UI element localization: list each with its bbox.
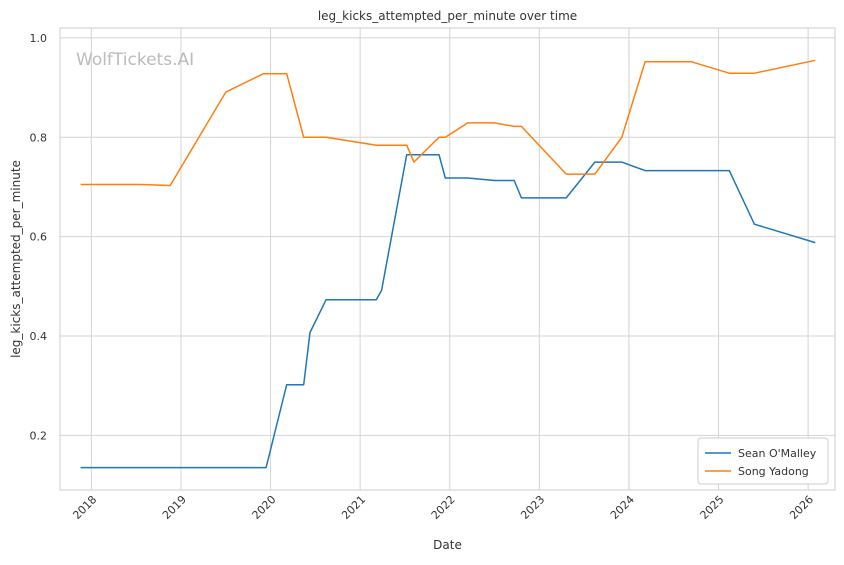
x-tick-label: 2023: [518, 493, 547, 522]
y-tick-label: 0.4: [30, 330, 48, 343]
x-tick-label: 2022: [429, 493, 458, 522]
y-tick-label: 0.8: [30, 131, 48, 144]
watermark-text: WolfTickets.AI: [76, 50, 194, 70]
x-tick-label: 2018: [70, 493, 99, 522]
plot-area: [59, 27, 836, 491]
legend: Sean O'Malley Song Yadong: [697, 437, 829, 485]
y-tick-label: 0.2: [30, 429, 48, 442]
chart-title: leg_kicks_attempted_per_minute over time: [318, 9, 577, 23]
x-tick-label: 2026: [787, 493, 816, 522]
legend-label-sean-omalley: Sean O'Malley: [738, 447, 817, 460]
grid-lines: [60, 28, 835, 490]
y-axis-title: leg_kicks_attempted_per_minute: [9, 160, 23, 358]
x-tick-label: 2024: [608, 493, 637, 522]
x-axis-ticks: 2018 2019 2020 2021 2022 2023 2024 2025 2026: [70, 493, 816, 522]
x-tick-label: 2019: [160, 493, 189, 522]
x-tick-label: 2021: [339, 493, 368, 522]
series-line-0: [80, 153, 816, 469]
y-axis-ticks: 0.2 0.4 0.6 0.8 1.0: [30, 32, 48, 442]
series-lines: [80, 59, 816, 469]
y-tick-label: 1.0: [30, 32, 48, 45]
x-tick-label: 2025: [698, 493, 727, 522]
x-axis-title: Date: [433, 538, 462, 552]
y-tick-label: 0.6: [30, 231, 48, 244]
x-tick-label: 2020: [250, 493, 279, 522]
legend-box: [697, 437, 829, 485]
legend-label-song-yadong: Song Yadong: [738, 465, 809, 478]
series-line-1: [80, 59, 816, 187]
